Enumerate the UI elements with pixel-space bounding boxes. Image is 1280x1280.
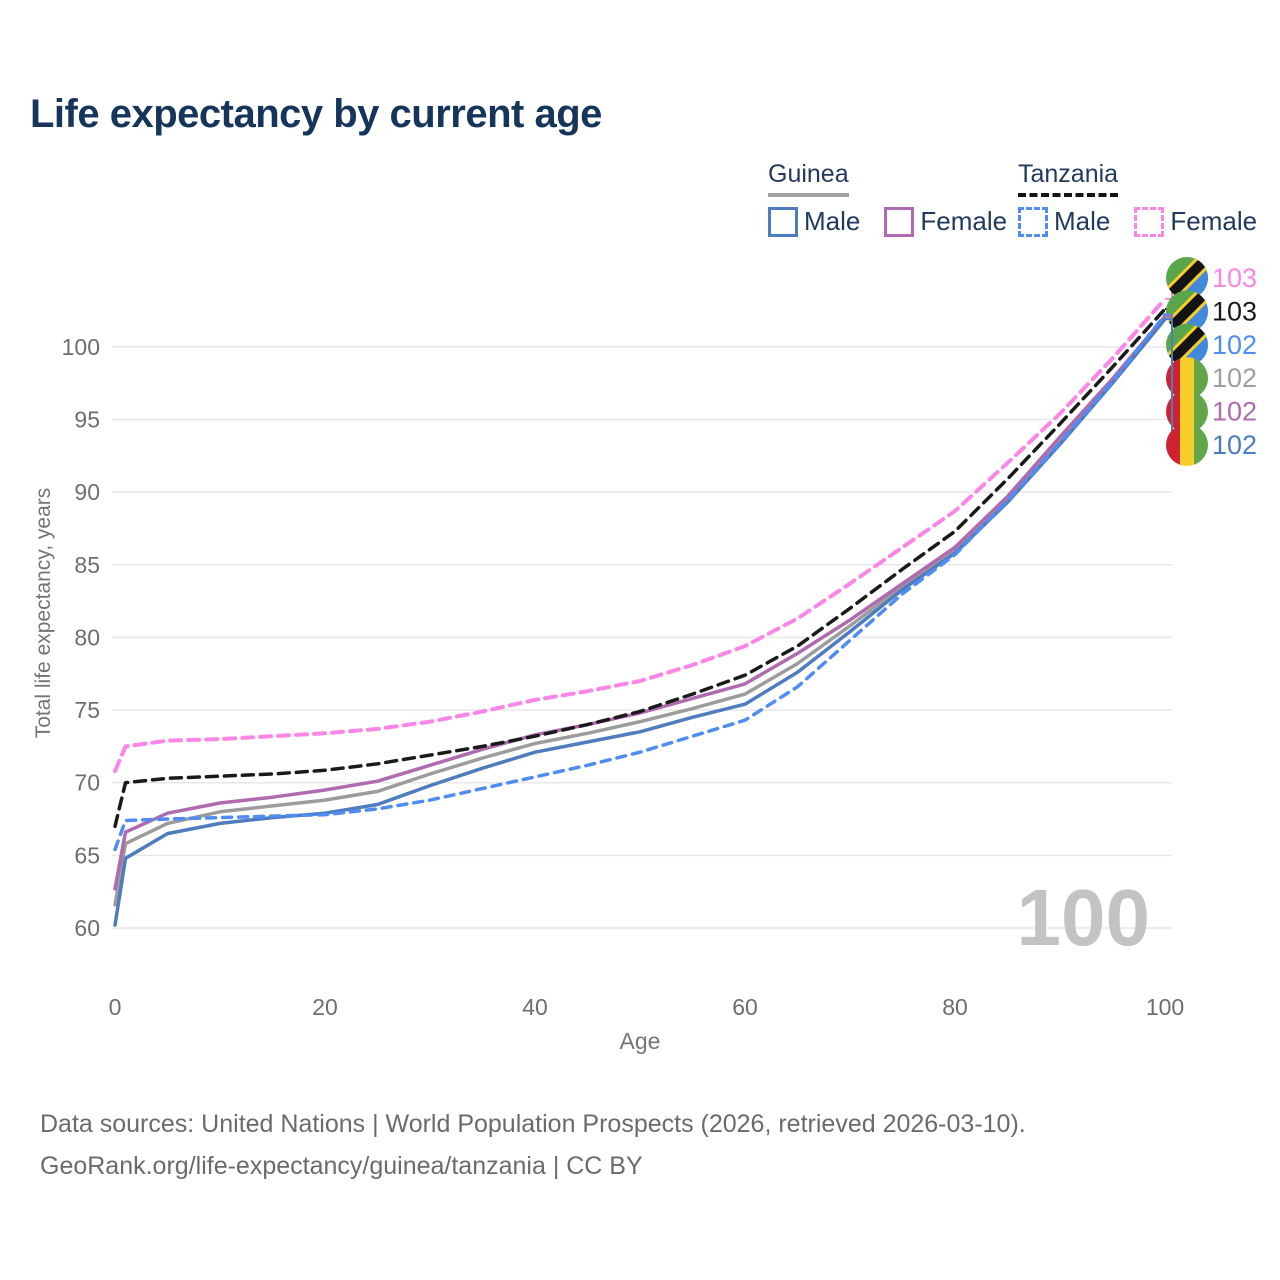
footer-attribution-link[interactable]: GeoRank.org/life-expectancy/guinea/tanza… (40, 1152, 643, 1180)
legend-label-guinea-male[interactable]: Male (804, 206, 861, 236)
legend-label-guinea-female[interactable]: Female (920, 206, 1008, 236)
end-value-label-guinea_male: 102 (1212, 430, 1257, 460)
legend-heading-tanzania: Tanzania (1018, 160, 1119, 197)
series-line-guinea_female[interactable] (113, 314, 1167, 891)
series-line-tanzania_female[interactable] (113, 296, 1167, 774)
end-value-label-guinea_total: 102 (1212, 363, 1257, 393)
x-tick-label: 80 (942, 994, 968, 1020)
legend: Guinea Male Female Tanzania Male Female (0, 160, 1280, 250)
y-tick-label: 100 (62, 334, 100, 360)
x-tick-label: 40 (522, 994, 548, 1020)
end-value-label-tanzania_total: 103 (1212, 296, 1257, 326)
tanzania-flag-icon (1166, 257, 1208, 299)
y-tick-label: 90 (74, 479, 100, 505)
guinea-flag-icon (1166, 424, 1208, 466)
age-watermark: 100 (1017, 873, 1150, 962)
x-axis-title: Age (619, 1028, 661, 1054)
tanzania-female-swatch-icon[interactable] (1134, 206, 1165, 237)
legend-items-tanzania: Male Female (1018, 206, 1280, 237)
legend-group-guinea: Guinea Male Female (768, 160, 1031, 237)
x-tick-label: 0 (109, 994, 122, 1020)
guinea-female-swatch-icon[interactable] (884, 206, 915, 237)
guinea-male-swatch-icon[interactable] (768, 206, 798, 237)
series-line-guinea_total[interactable] (113, 315, 1167, 907)
x-tick-label: 60 (732, 994, 758, 1020)
x-tick-label: 20 (312, 994, 338, 1020)
y-tick-label: 80 (74, 624, 100, 650)
legend-label-tanzania-female[interactable]: Female (1170, 206, 1258, 236)
end-value-label-tanzania_female: 103 (1212, 263, 1257, 293)
y-tick-label: 65 (74, 842, 100, 868)
footer: Data sources: United Nations | World Pop… (40, 1103, 1026, 1187)
legend-items-guinea: Male Female (768, 206, 1031, 237)
series-line-guinea_male[interactable] (113, 317, 1167, 927)
tanzania-male-swatch-icon[interactable] (1018, 206, 1048, 237)
y-tick-label: 85 (74, 552, 100, 578)
y-tick-label: 75 (74, 697, 100, 723)
chart-canvas: 60 65 70 75 80 85 90 95 100 100 0 20 40 60 80 100 103103… (62, 257, 1257, 1020)
x-tick-label: 100 (1146, 994, 1184, 1020)
series-line-tanzania_male[interactable] (113, 313, 1167, 852)
y-tick-label: 95 (74, 406, 100, 432)
y-tick-label: 70 (74, 770, 100, 796)
end-value-label-tanzania_male: 102 (1212, 330, 1257, 360)
legend-label-tanzania-male[interactable]: Male (1054, 206, 1111, 236)
legend-group-tanzania: Tanzania Male Female (1018, 160, 1280, 237)
y-tick-label: 60 (74, 915, 100, 941)
series-line-tanzania_total[interactable] (113, 307, 1167, 829)
end-value-label-guinea_female: 102 (1212, 397, 1257, 427)
chart-title: Life expectancy by current age (30, 92, 602, 136)
footer-data-sources: Data sources: United Nations | World Pop… (40, 1110, 1026, 1138)
legend-heading-guinea: Guinea (768, 160, 849, 197)
